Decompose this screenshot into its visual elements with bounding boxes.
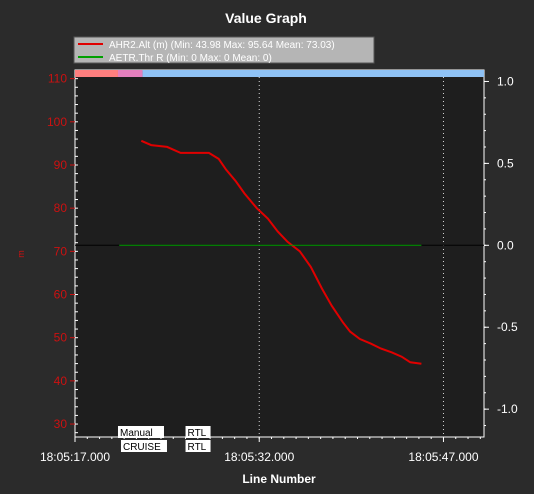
right-tick-label: 1.0	[497, 74, 514, 88]
mode-label-text: CRUISE	[123, 442, 161, 453]
left-tick-label: 30	[54, 417, 68, 431]
legend[interactable]: AHR2.Alt (m) (Min: 43.98 Max: 95.64 Mean…	[73, 36, 375, 64]
right-y-axis: 1.0 0.5 0.0 -0.5 -1.0	[484, 74, 518, 427]
left-tick-label: 60	[54, 288, 68, 302]
mode-label-text: Manual	[120, 428, 153, 439]
legend-entry-thr: AETR.Thr R (Min: 0 Max: 0 Mean: 0)	[109, 53, 272, 64]
mode-label-box	[185, 440, 211, 452]
x-axis-label: Line Number	[242, 472, 316, 486]
left-tick-label: 50	[54, 331, 68, 345]
y-axis-label: m	[16, 250, 26, 258]
left-tick-label: 40	[54, 374, 68, 388]
x-tick-label: 18:05:32.000	[224, 450, 294, 464]
left-tick-label: 80	[54, 201, 68, 215]
mode-band	[117, 70, 143, 77]
chart-title: Value Graph	[225, 10, 307, 26]
plot-area[interactable]	[74, 69, 485, 438]
mode-label-text: RTL	[188, 428, 207, 439]
series-line[interactable]	[140, 139, 422, 365]
right-tick-label: -1.0	[497, 402, 518, 416]
series-lines	[119, 139, 422, 365]
x-axis: 18:05:17.000 18:05:32.000 18:05:47.000	[40, 437, 481, 464]
right-tick-label: 0.5	[497, 156, 514, 170]
x-tick-label: 18:05:47.000	[408, 450, 478, 464]
mode-bands	[75, 70, 484, 77]
x-tick-label: 18:05:17.000	[40, 450, 110, 464]
left-tick-label: 70	[54, 244, 68, 258]
right-tick-label: 0.0	[497, 238, 514, 252]
mode-label-box	[117, 426, 164, 438]
mode-band	[75, 70, 118, 77]
legend-entry-alt: AHR2.Alt (m) (Min: 43.98 Max: 95.64 Mean…	[109, 40, 335, 51]
mode-label-box	[185, 426, 211, 438]
left-tick-label: 90	[54, 158, 68, 172]
left-tick-label: 110	[48, 72, 67, 86]
mode-label-text: RTL	[188, 442, 207, 453]
legend-box	[73, 36, 375, 64]
left-tick-label: 100	[47, 115, 67, 129]
left-y-axis: 30 40 50 60 70 80 90 100 110	[47, 72, 78, 434]
mode-band	[142, 70, 484, 77]
mode-labels: Manual CRUISE RTL RTL	[117, 426, 211, 453]
right-tick-label: -0.5	[497, 320, 518, 334]
mode-label-box	[120, 440, 167, 452]
